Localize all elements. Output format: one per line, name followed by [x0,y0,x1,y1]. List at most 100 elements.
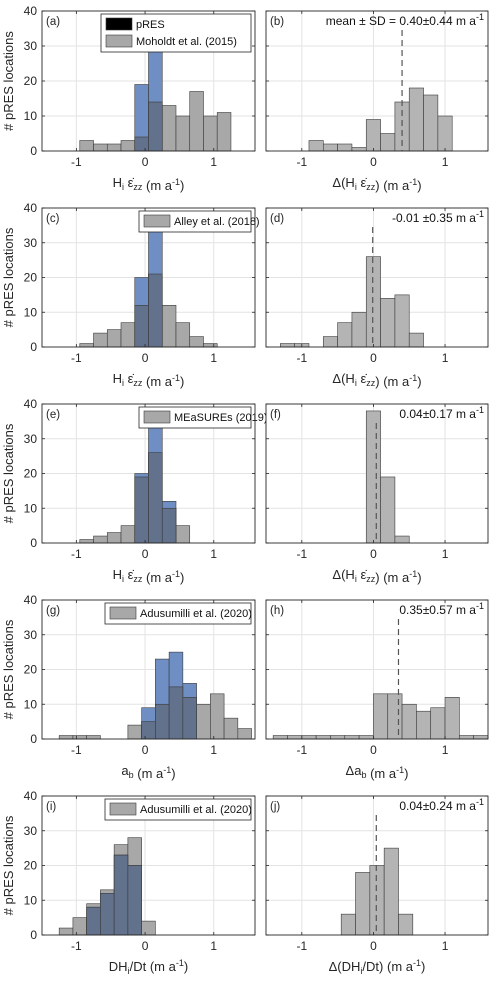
y-axis-label: # pRES locations [1,815,16,915]
x-tick-label: 0 [142,351,149,365]
right-panel-3: 0.35±0.57 m a-1 -1 0 1 (h) Δab (m a-1) [265,599,489,781]
y-tick-label: 20 [24,271,38,285]
difference-bar [355,872,371,936]
reference-bar [86,735,101,740]
x-tick-label: 0 [370,547,377,561]
right-panel-1: -0.01 ±0.35 m a-1 -1 0 1 (d) Δ(Hi ε̇zz) (m a-… [265,207,489,389]
reference-bar [223,717,239,740]
reference-bar [120,140,136,152]
x-tick-label: 1 [210,547,217,561]
x-tick-label: 1 [442,155,449,169]
difference-bar [322,336,338,348]
x-tick-label: 0 [370,155,377,169]
y-tick-label: 0 [30,340,37,354]
difference-bar [365,256,381,348]
x-tick-label: 1 [210,743,217,757]
difference-bar [365,119,381,152]
y-axis-label: # pRES locations [1,423,16,523]
x-tick-label: 1 [442,743,449,757]
right-panel-2: 0.04±0.17 m a-1 -1 0 1 (f) Δ(Hi ε̇zz) (m a-1) [265,403,489,585]
y-tick-label: 10 [24,501,38,515]
reference-bar [106,532,122,544]
difference-bar [280,343,295,348]
reference-bar [72,917,87,936]
reference-bar [120,322,136,348]
legend-box [104,602,252,625]
left-panel-3: Adusumilli et al. (2020)-1 0 1010203040(g)… [1,593,256,781]
reference-bar [79,539,94,544]
y-tick-label: 0 [30,144,37,158]
y-tick-label: 30 [24,432,38,446]
y-tick-label: 10 [24,893,38,907]
x-tick-label: -1 [71,155,82,169]
legend: Alley et al. (2018) [138,210,260,233]
difference-bar [394,294,410,348]
difference-bar [340,913,356,936]
y-tick-label: 40 [24,593,38,607]
x-axis-label: Hi ε̇zz (m a-1) [113,371,185,389]
panel-label: (f) [270,409,281,421]
reference-bar [93,535,108,544]
reference-bar [175,525,191,544]
overlap-bar [182,696,197,740]
overlap-bar [113,854,129,936]
x-axis-label: Δ(Hi ε̇zz) (m a-1) [332,371,421,389]
reference-bar [203,115,218,152]
legend-swatch-ref [109,606,137,620]
difference-bar [373,693,389,740]
x-tick-label: 0 [142,743,149,757]
reference-bar [216,112,232,152]
reference-bar [93,332,108,348]
overlap-bar [161,507,177,544]
difference-bar [380,133,396,152]
right-panel-0: mean ± SD = 0.40±0.44 m a-1 -1 0 1 (b) Δ(Hi ε… [265,10,489,193]
difference-bar [459,735,474,740]
x-tick-label: 1 [442,351,449,365]
difference-bar [330,735,346,740]
overlap-bar [134,476,149,544]
overlap-bar [134,304,149,348]
overlap-bar [134,136,149,152]
y-tick-label: 30 [24,628,38,642]
x-axis-label: DHi/Dt (m a-1) [109,958,188,976]
x-axis-label: Δab (m a-1) [346,763,409,781]
panel-label: (i) [46,801,56,813]
x-tick-label: -1 [71,939,82,953]
difference-bar [369,865,385,936]
difference-bar [337,322,353,348]
reference-bar [106,143,122,152]
reference-bar [189,91,204,152]
reference-bar [93,143,108,152]
difference-bar [416,710,432,740]
reference-bar [161,304,177,348]
difference-bar [365,410,381,544]
reference-bar [161,105,177,152]
reference-bar [237,728,252,740]
x-tick-label: -1 [296,743,307,757]
x-axis-label: Δ(DHi/Dt) (m a-1) [329,958,426,976]
difference-bar [383,847,399,936]
difference-bar [444,696,460,740]
x-tick-label: -1 [296,155,307,169]
overlap-bar [148,101,163,152]
difference-bar [358,735,374,740]
x-tick-label: 0 [142,939,149,953]
y-tick-label: 10 [24,109,38,123]
reference-bar [79,140,94,152]
difference-bar [437,115,453,152]
left-panel-4: Adusumilli et al. (2020)-1 0 1010203040(i)… [1,789,256,976]
x-axis-label: Hi ε̇zz (m a-1) [113,175,185,193]
x-tick-label: -1 [71,743,82,757]
mean-sd-annotation: -0.01 ±0.35 m a-1 [392,209,484,225]
x-tick-label: 0 [142,547,149,561]
y-tick-label: 40 [24,4,38,18]
reference-bar [196,703,211,740]
x-tick-label: 0 [370,743,377,757]
legend-entry: pRES [136,19,165,31]
legend-swatch-ref [105,34,133,48]
difference-bar [272,735,288,740]
